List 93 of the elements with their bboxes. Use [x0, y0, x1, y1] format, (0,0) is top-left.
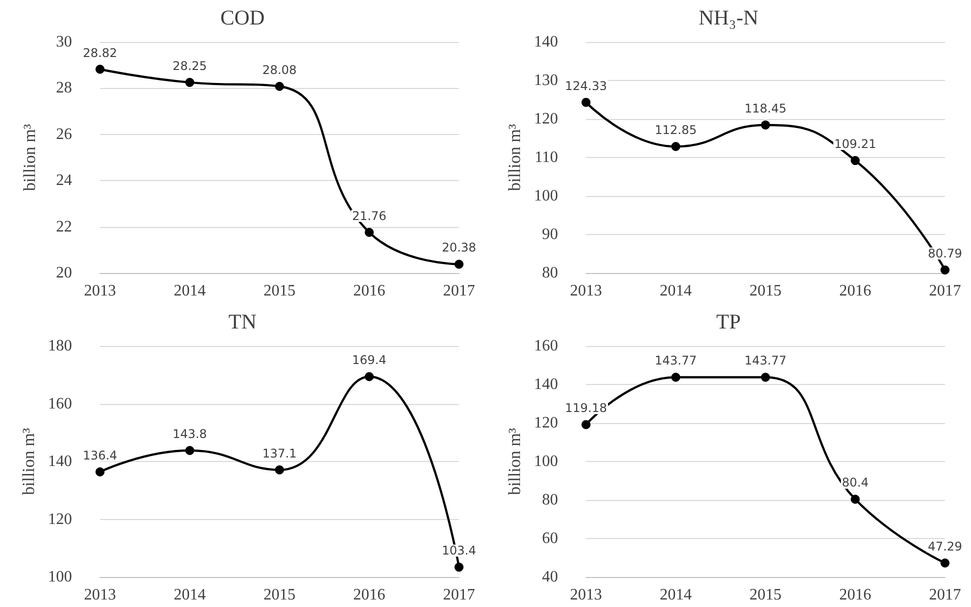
- x-tick-label: 2014: [660, 586, 692, 604]
- x-tick-label: 2017: [929, 282, 961, 300]
- x-tick-label: 2014: [174, 586, 206, 604]
- y-tick-label: 160: [534, 338, 558, 354]
- chart-title: NH₃-N: [698, 6, 758, 30]
- data-label: 80.4: [842, 476, 869, 490]
- point: [761, 372, 770, 382]
- x-tick-label: 2015: [264, 586, 296, 604]
- point: [582, 98, 590, 107]
- point: [185, 78, 194, 87]
- data-label: 169.4: [352, 353, 386, 368]
- y-tick-label: 26: [56, 126, 72, 143]
- y-tick-label: 24: [56, 172, 72, 190]
- y-tick-label: 40: [542, 568, 558, 586]
- y-tick-label: 120: [534, 110, 558, 128]
- x-tick-label: 2013: [84, 586, 116, 604]
- data-label: 143.77: [744, 354, 786, 368]
- point: [940, 265, 950, 274]
- x-tick-label: 2013: [570, 282, 602, 300]
- point: [275, 82, 284, 91]
- data-label: 28.82: [82, 46, 118, 60]
- data-label: 109.21: [834, 137, 876, 152]
- data-label: 112.85: [654, 123, 697, 138]
- point: [671, 372, 680, 382]
- point: [761, 120, 770, 130]
- y-tick-label: 100: [534, 453, 558, 470]
- data-label: 143.77: [654, 354, 697, 368]
- point: [96, 64, 104, 74]
- chart-title: TP: [716, 310, 741, 334]
- y-tick-label: 130: [534, 72, 558, 89]
- point: [850, 156, 860, 166]
- point: [96, 467, 104, 476]
- y-tick-label: 100: [534, 188, 558, 204]
- x-tick-label: 2015: [264, 282, 296, 300]
- x-tick-label: 2016: [353, 282, 386, 300]
- point: [671, 142, 680, 152]
- y-axis-title: billion m³: [505, 428, 524, 495]
- y-tick-label: 80: [542, 492, 558, 508]
- y-tick-label: 20: [56, 264, 72, 282]
- point: [940, 558, 950, 568]
- y-tick-label: 28: [56, 80, 72, 97]
- x-tick-label: 2014: [660, 282, 692, 300]
- data-label: 28.25: [172, 58, 207, 73]
- point: [185, 446, 194, 456]
- x-tick-label: 2017: [443, 586, 475, 604]
- y-tick-label: 60: [542, 530, 558, 547]
- x-tick-label: 2015: [750, 282, 782, 300]
- x-tick-label: 2017: [929, 586, 961, 604]
- point: [582, 420, 590, 430]
- point: [454, 260, 464, 269]
- point: [364, 228, 374, 237]
- point: [454, 562, 464, 572]
- y-tick-label: 120: [48, 510, 72, 528]
- data-label: 124.33: [565, 78, 607, 93]
- y-tick-label: 120: [534, 414, 558, 432]
- data-label: 137.1: [262, 446, 297, 460]
- y-tick-label: 30: [56, 34, 72, 50]
- data-label: 143.8: [172, 427, 207, 442]
- chart-title: TN: [228, 310, 256, 334]
- y-axis-title: billion m³: [19, 428, 38, 495]
- x-tick-label: 2013: [84, 282, 116, 300]
- chart-title: COD: [220, 6, 265, 30]
- y-tick-label: 140: [534, 376, 558, 393]
- point: [850, 494, 860, 504]
- data-label: 28.08: [262, 62, 297, 77]
- data-label: 119.18: [565, 401, 607, 416]
- data-label: 136.4: [82, 448, 118, 462]
- y-tick-label: 22: [56, 218, 72, 236]
- data-label: 118.45: [744, 101, 786, 116]
- x-tick-label: 2015: [750, 586, 782, 604]
- x-tick-label: 2017: [443, 282, 475, 300]
- y-tick-label: 180: [48, 338, 72, 354]
- data-label: 21.76: [352, 208, 386, 223]
- y-axis-title: billion m³: [505, 124, 524, 191]
- x-tick-label: 2016: [353, 586, 386, 604]
- point: [364, 372, 374, 382]
- data-label: 47.29: [928, 539, 962, 554]
- y-tick-label: 140: [534, 34, 558, 50]
- x-tick-label: 2016: [839, 282, 872, 300]
- data-label: 80.79: [928, 246, 962, 260]
- x-tick-label: 2014: [174, 282, 206, 300]
- y-axis-title: billion m³: [20, 124, 39, 191]
- x-tick-label: 2013: [570, 586, 602, 604]
- data-label: 20.38: [442, 240, 476, 255]
- y-tick-label: 100: [48, 568, 72, 586]
- point: [275, 465, 284, 474]
- y-tick-label: 90: [542, 226, 558, 243]
- y-tick-label: 80: [542, 264, 558, 282]
- x-tick-label: 2016: [839, 586, 872, 604]
- y-tick-label: 140: [48, 453, 72, 470]
- y-tick-label: 110: [534, 149, 558, 166]
- data-label: 103.4: [442, 544, 476, 558]
- y-tick-label: 160: [48, 395, 72, 412]
